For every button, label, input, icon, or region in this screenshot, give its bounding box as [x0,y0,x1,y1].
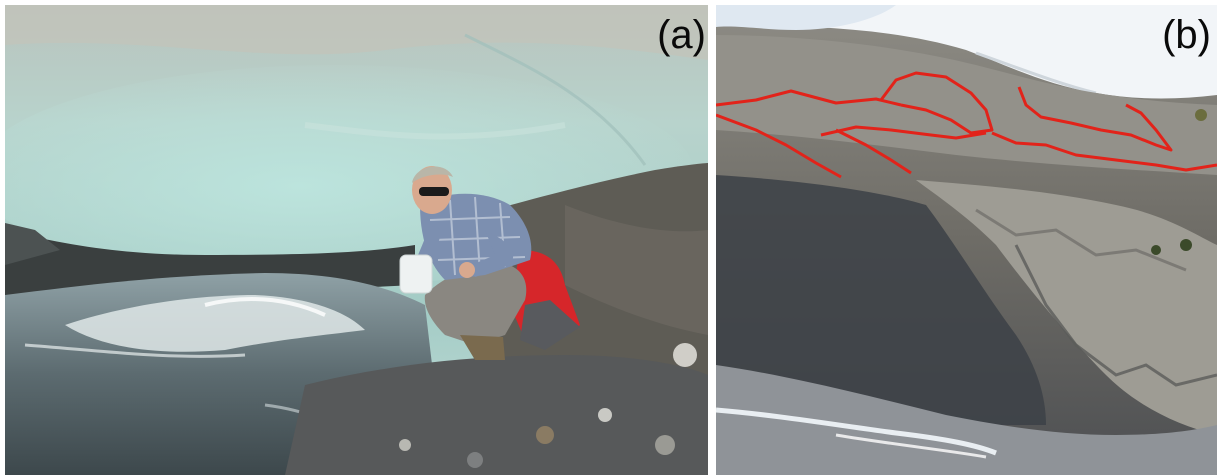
pebble [673,343,697,367]
pebble [655,435,675,455]
pebble [399,439,411,451]
gravel-bank [285,355,708,475]
panel-b-photo: (b) [716,5,1217,475]
water-bottle [399,254,433,294]
upper-moraine [716,35,1217,175]
sunglasses [419,187,449,196]
whitewater [65,295,365,352]
ice-cave-scene [5,5,708,475]
arm-right [467,230,514,277]
pebble [598,408,612,422]
panel-label-a: (a) [657,13,706,57]
red-outline-lobe [879,71,994,135]
shirt-pattern [429,196,526,276]
dirty-ice-top [5,5,708,60]
panel-a-photo: (a) [5,5,708,475]
grey-bag [520,300,580,350]
red-outline-lower-right [991,131,1217,172]
snow-streak [716,407,997,456]
hair [412,166,453,183]
snowfield [716,5,1217,99]
red-outline-lower-left [716,113,842,179]
panel-label-b: (b) [1162,13,1211,57]
valley-floor [716,365,1217,475]
pebble [536,426,554,444]
red-outline-right [1017,86,1173,152]
rock-ridge [916,180,1217,435]
person-crouching [399,166,580,360]
rock-fissure [1014,244,1217,387]
red-outline-upper-left [716,89,902,107]
hand [459,262,475,278]
rock-shade [565,205,708,335]
snow-shadow [716,5,896,30]
boot [460,335,505,360]
ice-band [304,122,566,140]
red-outline-group [716,71,1217,179]
shrub [1195,109,1207,121]
tree [1180,239,1192,251]
rock-fissure-2 [975,208,1187,272]
snow-edge [975,51,1097,95]
red-outline-middle [820,125,987,140]
shadowed-gully [716,175,1046,425]
snow-streak-2 [835,433,987,459]
red-outline-middle-down [835,128,912,175]
rock-left-corner [5,223,60,265]
foam-streak-1 [204,297,326,317]
moraine-scene [716,5,1217,475]
tree [1151,245,1161,255]
trousers [424,263,527,345]
foam-streak-2 [24,343,246,358]
ice-crack [464,33,647,166]
pebble [467,452,483,468]
